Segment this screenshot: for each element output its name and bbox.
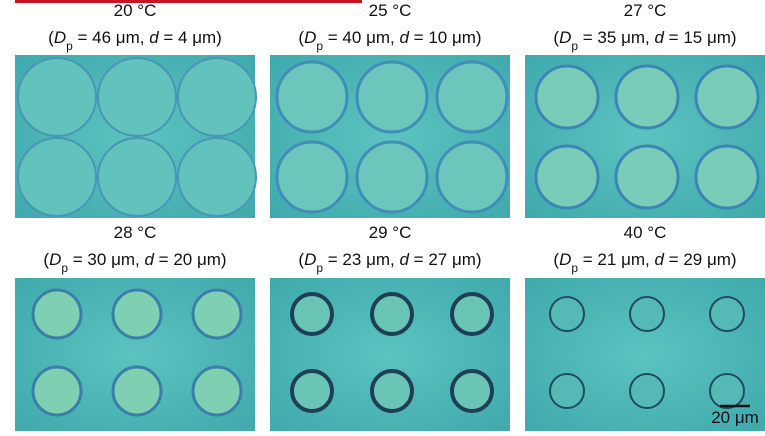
caption-part: D [304,28,316,47]
caption-part: = 4 μm) [159,28,222,47]
caption-part: = 35 μm, [578,28,654,47]
caption-part: D [304,250,316,269]
panel-caption: (Dp = 35 μm, d = 15 μm) [553,28,736,53]
particle [98,138,176,216]
panel-caption: (Dp = 46 μm, d = 4 μm) [48,28,222,53]
panel-temperature: 28 °C [114,223,157,242]
particle [710,374,744,408]
particle [630,374,664,408]
caption-part: = 46 μm, [73,28,149,47]
particle [277,62,347,132]
caption-part: = 30 μm, [68,250,144,269]
particle [193,367,241,415]
caption-part: = 21 μm, [578,250,654,269]
panel-temperature: 27 °C [624,1,667,20]
caption-part: = 15 μm) [664,28,737,47]
particle [372,371,412,411]
panel-caption: (Dp = 40 μm, d = 10 μm) [298,28,481,53]
caption-part: = 40 μm, [323,28,399,47]
caption-part: D [54,28,66,47]
particle [696,66,758,128]
particle [696,146,758,208]
particle [710,297,744,331]
panel-temperature: 40 °C [624,223,667,242]
particle [18,138,96,216]
particle [292,294,332,334]
particle [18,58,96,136]
panel-temperature: 29 °C [369,223,412,242]
caption-part: = 29 μm) [664,250,737,269]
particle [178,138,256,216]
particle [437,62,507,132]
caption-part: D [559,28,571,47]
particle [437,142,507,212]
figure: 20 °C (Dp = 46 μm, d = 4 μm) 25 °C (Dp = 40… [0,0,765,431]
caption-part: = 23 μm, [323,250,399,269]
particle [357,62,427,132]
scale-label: 20 μm [711,408,759,427]
particle [113,367,161,415]
panel-temperature: 25 °C [369,1,412,20]
caption-part: = 27 μm) [409,250,482,269]
particle [193,290,241,338]
particle [33,290,81,338]
particle [98,58,176,136]
caption-part: D [49,250,61,269]
particle [452,371,492,411]
particle [33,367,81,415]
panel-caption: (Dp = 21 μm, d = 29 μm) [553,250,736,275]
particle [113,290,161,338]
particle [550,374,584,408]
particle [178,58,256,136]
panel-caption: (Dp = 30 μm, d = 20 μm) [43,250,226,275]
particle [536,146,598,208]
caption-part: = 10 μm) [409,28,482,47]
particle [630,297,664,331]
particle [372,294,412,334]
caption-part: = 20 μm) [154,250,227,269]
particle [550,297,584,331]
caption-part: D [559,250,571,269]
particle [452,294,492,334]
particle [616,146,678,208]
particle [292,371,332,411]
particle [616,66,678,128]
particle [536,66,598,128]
particle [357,142,427,212]
panel-temperature: 20 °C [114,1,157,20]
particle [277,142,347,212]
panel-caption: (Dp = 23 μm, d = 27 μm) [298,250,481,275]
